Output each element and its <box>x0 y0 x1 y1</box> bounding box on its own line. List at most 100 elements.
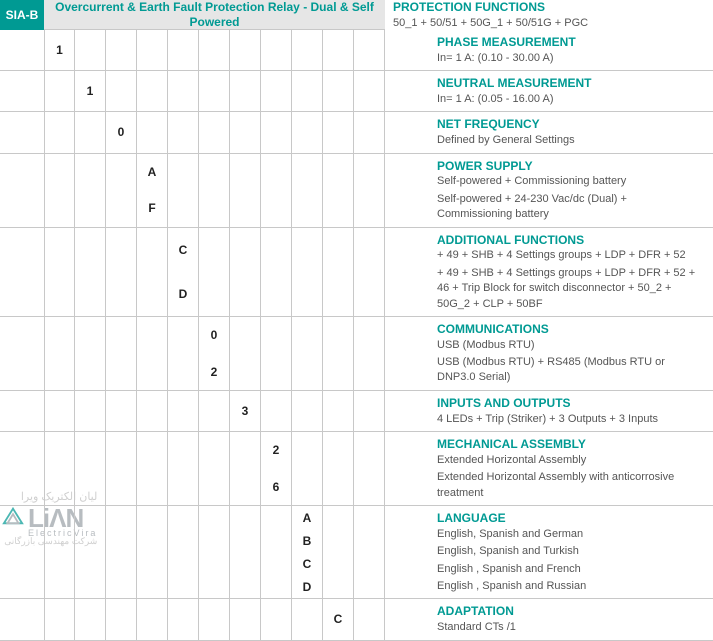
spec-row: AFPOWER SUPPLYSelf-powered + Commissioni… <box>0 154 713 228</box>
code-cell <box>323 30 354 70</box>
code-cell <box>106 317 137 390</box>
code-char: 1 <box>56 43 63 57</box>
code-cell <box>230 30 261 70</box>
code-cell <box>354 599 385 639</box>
code-cell <box>323 317 354 390</box>
code-char: A <box>303 511 312 525</box>
code-cell <box>261 391 292 431</box>
code-cell <box>323 154 354 227</box>
code-cell: C <box>323 599 354 639</box>
section-value: Extended Horizontal Assembly <box>437 453 705 468</box>
code-cells: 1 <box>44 30 429 70</box>
code-cell <box>168 71 199 111</box>
code-cell <box>292 112 323 152</box>
code-cell <box>199 30 230 70</box>
section-value: USB (Modbus RTU) + RS485 (Modbus RTU or … <box>437 355 705 386</box>
code-char: C <box>179 243 188 257</box>
code-cell <box>106 30 137 70</box>
code-char: 2 <box>273 443 280 457</box>
code-cell <box>261 599 292 639</box>
code-cell <box>292 432 323 505</box>
code-cell <box>137 506 168 598</box>
code-cell <box>137 432 168 505</box>
code-cell <box>354 30 385 70</box>
row-gap <box>0 30 44 70</box>
code-cell <box>75 599 106 639</box>
row-gap <box>0 506 44 598</box>
code-cells: 3 <box>44 391 429 431</box>
section-0: PROTECTION FUNCTIONS 50_1 + 50/51 + 50G_… <box>385 0 713 30</box>
code-cell: 1 <box>44 30 75 70</box>
code-cell <box>137 71 168 111</box>
code-char: 3 <box>242 404 249 418</box>
section-right: NET FREQUENCYDefined by General Settings <box>429 112 713 152</box>
code-cell <box>292 317 323 390</box>
code-cell <box>199 228 230 316</box>
section-title: NEUTRAL MEASUREMENT <box>437 75 705 92</box>
code-cell <box>230 71 261 111</box>
code-cell <box>323 71 354 111</box>
code-cell <box>323 228 354 316</box>
code-cell <box>168 317 199 390</box>
code-cell <box>261 30 292 70</box>
code-cell <box>199 432 230 505</box>
code-cell <box>44 154 75 227</box>
code-cell <box>137 112 168 152</box>
section-title: LANGUAGE <box>437 510 705 527</box>
code-cell <box>44 391 75 431</box>
code-char: C <box>303 557 312 571</box>
code-cell <box>354 112 385 152</box>
section-right: NEUTRAL MEASUREMENTIn= 1 A: (0.05 - 16.0… <box>429 71 713 111</box>
section-value: Standard CTs /1 <box>437 620 705 635</box>
code-char: 2 <box>211 365 218 379</box>
spec-row: C ADAPTATIONStandard CTs /1 <box>0 599 713 640</box>
code-cell: 02 <box>199 317 230 390</box>
section-title: INPUTS AND OUTPUTS <box>437 395 705 412</box>
code-cell <box>106 432 137 505</box>
code-cell: 1 <box>75 71 106 111</box>
code-cell <box>199 506 230 598</box>
code-cell <box>261 317 292 390</box>
code-cells: CD <box>44 228 429 316</box>
section-right: ADAPTATIONStandard CTs /1 <box>429 599 713 639</box>
code-cell <box>75 317 106 390</box>
code-char: D <box>303 580 312 594</box>
spec-row: 1 PHASE MEASUREMENTIn= 1 A: (0.10 - 30.00… <box>0 30 713 71</box>
code-cell <box>44 432 75 505</box>
row-gap <box>0 599 44 639</box>
code-cell <box>75 112 106 152</box>
row-gap <box>0 154 44 227</box>
code-cell <box>44 228 75 316</box>
code-cell <box>106 154 137 227</box>
code-cell <box>137 30 168 70</box>
section-value: 4 LEDs + Trip (Striker) + 3 Outputs + 3 … <box>437 412 705 427</box>
spec-row: CDADDITIONAL FUNCTIONS+ 49 + SHB + 4 Set… <box>0 228 713 317</box>
code-char: 1 <box>87 84 94 98</box>
code-cell: 3 <box>230 391 261 431</box>
code-cell <box>137 317 168 390</box>
code-cell <box>75 228 106 316</box>
code-cell <box>354 506 385 598</box>
code-cell <box>292 154 323 227</box>
section-value: English, Spanish and Turkish <box>437 544 705 559</box>
rows-container: 1 PHASE MEASUREMENTIn= 1 A: (0.10 - 30.00… <box>0 30 713 641</box>
code-cell <box>75 30 106 70</box>
section-value: + 49 + SHB + 4 Settings groups + LDP + D… <box>437 248 705 263</box>
code-cells: ABCD <box>44 506 429 598</box>
row-gap <box>0 112 44 152</box>
section-value: English , Spanish and Russian <box>437 579 705 594</box>
section-value: Extended Horizontal Assembly with antico… <box>437 470 705 501</box>
code-cell <box>292 391 323 431</box>
section-title: NET FREQUENCY <box>437 116 705 133</box>
section-value: Self-powered + Commissioning battery <box>437 174 705 189</box>
code-char: 0 <box>211 328 218 342</box>
section-right: PHASE MEASUREMENTIn= 1 A: (0.10 - 30.00 … <box>429 30 713 70</box>
code-cell <box>75 391 106 431</box>
spec-row: 3 INPUTS AND OUTPUTS4 LEDs + Trip (Strike… <box>0 391 713 432</box>
code-cell <box>230 599 261 639</box>
code-cell <box>199 154 230 227</box>
code-cell <box>199 71 230 111</box>
code-cell <box>137 228 168 316</box>
code-cell: ABCD <box>292 506 323 598</box>
code-cell <box>106 71 137 111</box>
